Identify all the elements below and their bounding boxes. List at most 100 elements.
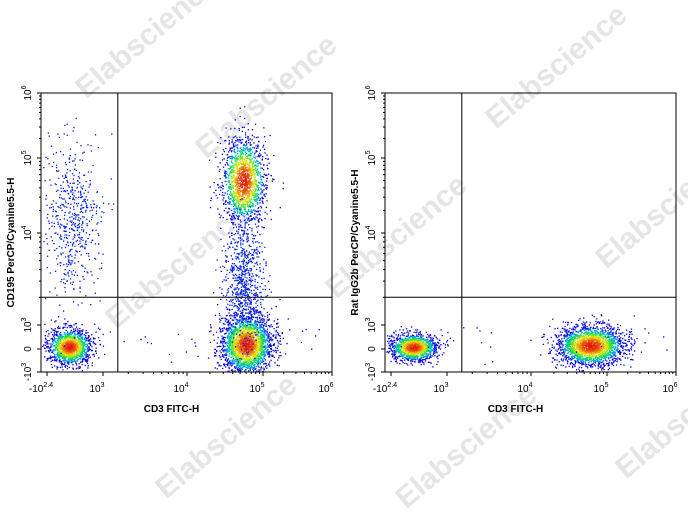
scatter-point [235,164,237,166]
scatter-point [68,261,70,264]
scatter-point [252,347,254,349]
scatter-point [77,358,80,361]
scatter-point [245,144,248,146]
scatter-point [75,348,77,351]
scatter-point [251,323,253,325]
scatter-point [260,342,263,344]
scatter-point [64,357,66,359]
scatter-point [242,343,244,345]
scatter-point [226,162,229,164]
scatter-point [60,342,63,344]
scatter-point [228,188,231,190]
scatter-point [247,327,249,329]
scatter-point [227,346,230,349]
scatter-point [267,325,269,327]
scatter-point [259,210,261,212]
scatter-point [236,178,238,180]
scatter-point [70,271,73,273]
scatter-point [220,342,222,344]
scatter-point [278,355,280,357]
scatter-point [77,348,80,350]
scatter-point [260,314,263,316]
scatter-point [62,154,64,156]
scatter-point [259,349,261,352]
scatter-point [74,190,76,192]
scatter-point [59,334,61,336]
scatter-point [238,351,240,353]
scatter-point [96,205,98,207]
scatter-point [241,126,244,128]
scatter-point [274,349,277,352]
scatter-point [228,334,230,336]
scatter-point [238,334,240,336]
scatter-point [73,345,75,348]
scatter-point [270,348,272,351]
scatter-point [72,360,74,363]
scatter-point [249,200,251,203]
scatter-point [268,173,270,175]
scatter-point [233,348,235,350]
scatter-point [261,360,264,362]
scatter-point [237,173,239,175]
scatter-point [228,323,230,325]
scatter-point [111,208,113,211]
scatter-point [79,287,81,289]
scatter-point [50,236,52,238]
scatter-point [244,350,246,352]
scatter-point [69,231,71,234]
scatter-point [66,333,68,336]
scatter-point [215,189,217,191]
scatter-point [239,343,242,345]
scatter-point [87,347,89,350]
scatter-point [69,337,71,339]
scatter-point [254,164,256,166]
scatter-point [263,127,265,129]
scatter-point [248,367,250,369]
scatter-point [242,171,245,174]
scatter-point [92,338,95,340]
scatter-point [75,356,78,358]
scatter-point [244,357,247,359]
scatter-point [79,159,81,161]
scatter-point [50,350,52,352]
scatter-point [245,338,247,341]
scatter-point [254,359,256,361]
scatter-point [232,359,234,361]
scatter-point [239,159,241,161]
scatter-point [242,173,244,175]
scatter-point [241,355,243,357]
scatter-point [229,342,231,344]
scatter-point [245,345,247,347]
scatter-point [265,325,267,327]
scatter-point [261,353,263,356]
scatter-point [236,188,238,190]
scatter-point [102,253,104,255]
scatter-point [239,208,241,210]
scatter-point [74,254,76,256]
scatter-point [249,339,252,341]
scatter-point [222,185,224,187]
scatter-point [64,162,67,164]
scatter-point [236,359,238,362]
scatter-point [56,170,58,173]
scatter-point [237,192,240,194]
scatter-point [228,355,230,357]
scatter-point [236,354,238,356]
scatter-point [62,336,64,338]
scatter-point [64,234,66,236]
scatter-point [250,343,252,345]
scatter-point [64,190,67,193]
scatter-point [81,224,83,226]
scatter-point [53,345,55,347]
scatter-point [249,358,251,360]
scatter-point [234,348,236,350]
scatter-point [57,233,59,235]
scatter-point [248,351,250,353]
scatter-point [77,330,79,332]
scatter-point [242,353,244,356]
scatter-point [56,215,58,217]
scatter-point [261,346,264,349]
scatter-point [70,190,72,192]
scatter-point [63,351,66,353]
scatter-point [216,349,218,352]
